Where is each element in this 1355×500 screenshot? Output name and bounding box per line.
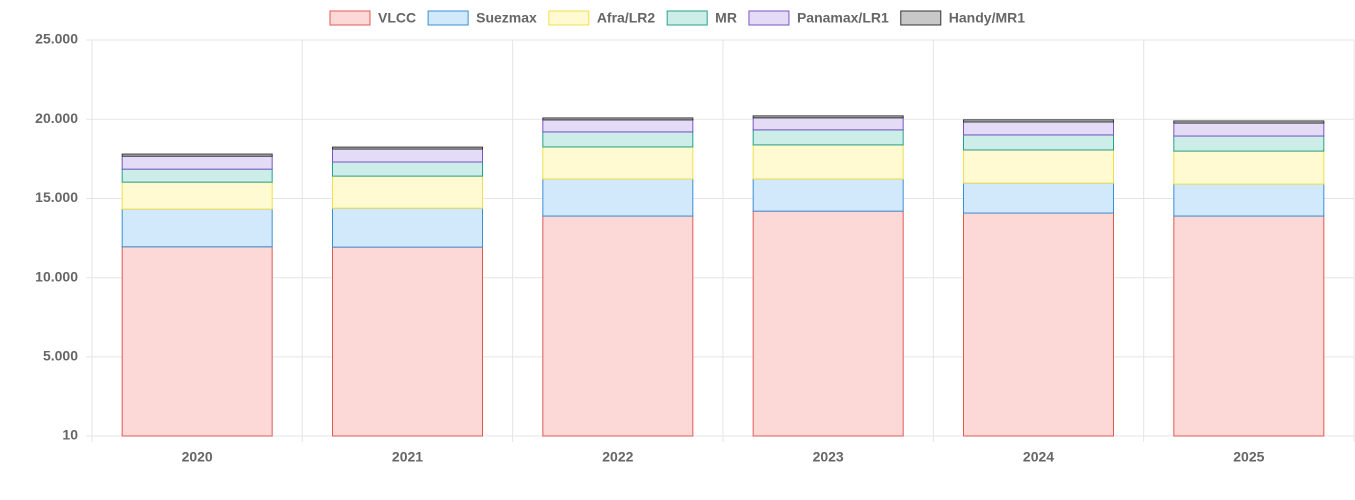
bar-segment [121, 155, 273, 170]
legend-label: VLCC [378, 10, 416, 26]
bar-segment [121, 208, 273, 248]
bar-segment [963, 121, 1114, 136]
bar-segment [752, 144, 904, 180]
bar-segment [332, 146, 483, 150]
legend-swatch [329, 10, 371, 26]
bar-segment [1173, 122, 1325, 137]
x-tick-label: 2020 [182, 449, 213, 465]
legend-swatch [548, 10, 590, 26]
x-tick-label: 2023 [813, 449, 844, 465]
bar-segment [752, 115, 904, 119]
legend-swatch [666, 10, 708, 26]
bar-segment [332, 175, 483, 209]
bar-segment [1173, 215, 1325, 437]
y-tick-label: 15.000 [35, 189, 78, 205]
bar-segment [542, 146, 694, 180]
legend-swatch [748, 10, 790, 26]
legend-label: MR [715, 10, 737, 26]
bar-segment [963, 212, 1114, 437]
bar-segment [332, 148, 483, 163]
bar-segment [752, 178, 904, 212]
bar-segment [332, 246, 483, 437]
bar-segment [1173, 120, 1325, 124]
y-tick-label: 25.000 [35, 31, 78, 47]
bar-segment [752, 117, 904, 131]
y-tick-label: 10.000 [35, 268, 78, 284]
legend-label: Afra/LR2 [597, 10, 656, 26]
bar-segment [542, 131, 694, 148]
bar-segment [542, 215, 694, 437]
x-tick-label: 2021 [392, 449, 423, 465]
bar-segment [542, 178, 694, 217]
bar-segment [332, 161, 483, 177]
y-tick-label: 10 [62, 427, 78, 443]
x-tick-label: 2025 [1233, 449, 1264, 465]
bar-segment [963, 182, 1114, 214]
y-tick-label: 20.000 [35, 110, 78, 126]
y-tick-label: 5.000 [43, 348, 78, 364]
bar-segment [963, 134, 1114, 151]
bar-segment [963, 119, 1114, 123]
bar-segment [542, 117, 694, 121]
x-tick-label: 2024 [1023, 449, 1054, 465]
bar-segment [121, 153, 273, 157]
bar-segment [542, 119, 694, 133]
x-tick-label: 2022 [602, 449, 633, 465]
bar-segment [1173, 150, 1325, 185]
bar-segment [1173, 183, 1325, 217]
legend-label: Panamax/LR1 [797, 10, 889, 26]
bar-segment [121, 246, 273, 437]
bar-segment [752, 129, 904, 146]
legend-swatch [427, 10, 469, 26]
legend-swatch [900, 10, 942, 26]
bar-segment [121, 168, 273, 183]
bar-segment [752, 210, 904, 437]
bar-segment [332, 207, 483, 248]
bar-segment [1173, 135, 1325, 152]
legend-label: Suezmax [476, 10, 537, 26]
bar-segment [121, 181, 273, 210]
bar-segment [963, 149, 1114, 184]
legend-label: Handy/MR1 [949, 10, 1025, 26]
